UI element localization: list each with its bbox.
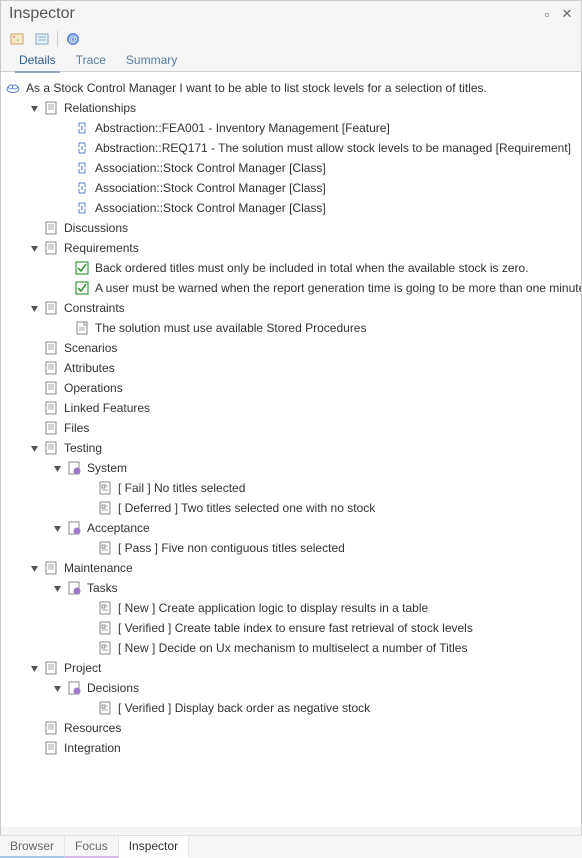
tree-node-maintenance[interactable]: Maintenance: [5, 558, 577, 578]
tree-node-attributes[interactable]: Attributes: [5, 358, 577, 378]
expand-toggle[interactable]: [28, 562, 40, 574]
root-item[interactable]: As a Stock Control Manager I want to be …: [5, 78, 577, 98]
link-icon: [74, 200, 90, 216]
doc-icon: [74, 320, 90, 336]
page-green-icon: [66, 680, 82, 696]
tree-node-linked-features[interactable]: Linked Features: [5, 398, 577, 418]
bottom-tab-inspector[interactable]: Inspector: [119, 836, 189, 858]
page-icon: [43, 440, 59, 456]
tree-node-constraints[interactable]: Constraints: [5, 298, 577, 318]
expand-toggle[interactable]: [51, 682, 63, 694]
expand-toggle[interactable]: [28, 302, 40, 314]
task-icon: [97, 600, 113, 616]
page-icon: [43, 400, 59, 416]
task-icon: [97, 700, 113, 716]
page-icon: [43, 720, 59, 736]
tree-item[interactable]: Back ordered titles must only be include…: [5, 258, 577, 278]
tree-node-acceptance[interactable]: Acceptance: [5, 518, 577, 538]
help-icon[interactable]: [63, 29, 83, 49]
tree-item[interactable]: [ Deferred ] Two titles selected one wit…: [5, 498, 577, 518]
bottom-tab-focus[interactable]: Focus: [65, 836, 119, 858]
expand-toggle[interactable]: [28, 242, 40, 254]
tree-node-requirements[interactable]: Requirements: [5, 238, 577, 258]
header-controls: ▫ ✕: [541, 8, 573, 20]
close-icon[interactable]: ✕: [561, 8, 573, 20]
window-title: Inspector: [9, 5, 75, 23]
bottom-tab-browser[interactable]: Browser: [0, 836, 65, 858]
tree-item[interactable]: Abstraction::FEA001 - Inventory Manageme…: [5, 118, 577, 138]
tree-node-discussions[interactable]: Discussions: [5, 218, 577, 238]
toolbar: [1, 25, 581, 51]
tree-item[interactable]: Association::Stock Control Manager [Clas…: [5, 178, 577, 198]
tree-node-relationships[interactable]: Relationships: [5, 98, 577, 118]
tree-node-system[interactable]: System: [5, 458, 577, 478]
tree-item[interactable]: [ New ] Create application logic to disp…: [5, 598, 577, 618]
link-icon: [74, 160, 90, 176]
expand-toggle[interactable]: [28, 662, 40, 674]
tab-trace[interactable]: Trace: [66, 51, 116, 71]
page-icon: [43, 100, 59, 116]
expand-toggle[interactable]: [51, 522, 63, 534]
link-icon: [74, 180, 90, 196]
tree-item[interactable]: [ Verified ] Create table index to ensur…: [5, 618, 577, 638]
page-green-icon: [66, 580, 82, 596]
page-icon: [43, 360, 59, 376]
expand-toggle[interactable]: [51, 462, 63, 474]
tree-item[interactable]: [ Pass ] Five non contiguous titles sele…: [5, 538, 577, 558]
task-icon: [97, 500, 113, 516]
tree-item[interactable]: The solution must use available Stored P…: [5, 318, 577, 338]
maximize-icon[interactable]: ▫: [541, 8, 553, 20]
page-green-icon: [66, 460, 82, 476]
page-icon: [43, 660, 59, 676]
tree-item[interactable]: [ Verified ] Display back order as negat…: [5, 698, 577, 718]
tree-node-project[interactable]: Project: [5, 658, 577, 678]
link-icon: [74, 120, 90, 136]
expand-toggle[interactable]: [28, 442, 40, 454]
tool-view2-icon[interactable]: [32, 29, 52, 49]
tree-node-scenarios[interactable]: Scenarios: [5, 338, 577, 358]
task-icon: [97, 540, 113, 556]
page-icon: [43, 380, 59, 396]
check-icon: [74, 280, 90, 296]
bottom-tabs: Browser Focus Inspector: [0, 835, 582, 858]
link-icon: [74, 140, 90, 156]
tree-item[interactable]: Association::Stock Control Manager [Clas…: [5, 198, 577, 218]
tree-node-operations[interactable]: Operations: [5, 378, 577, 398]
task-icon: [97, 620, 113, 636]
tree-item[interactable]: Association::Stock Control Manager [Clas…: [5, 158, 577, 178]
page-icon: [43, 560, 59, 576]
tool-view1-icon[interactable]: [7, 29, 27, 49]
task-icon: [97, 640, 113, 656]
tree-node-integration[interactable]: Integration: [5, 738, 577, 758]
page-icon: [43, 340, 59, 356]
tab-summary[interactable]: Summary: [116, 51, 187, 71]
tree-item[interactable]: [ New ] Decide on Ux mechanism to multis…: [5, 638, 577, 658]
tree-item[interactable]: Abstraction::REQ171 - The solution must …: [5, 138, 577, 158]
page-icon: [43, 300, 59, 316]
page-icon: [43, 420, 59, 436]
expand-toggle[interactable]: [28, 102, 40, 114]
tree-node-decisions[interactable]: Decisions: [5, 678, 577, 698]
expand-toggle[interactable]: [51, 582, 63, 594]
tree-view: As a Stock Control Manager I want to be …: [1, 71, 581, 827]
top-tabs: Details Trace Summary: [1, 51, 581, 71]
task-icon: [97, 480, 113, 496]
header: Inspector ▫ ✕: [1, 1, 581, 25]
tab-details[interactable]: Details: [9, 51, 66, 71]
page-icon: [43, 240, 59, 256]
tree-node-resources[interactable]: Resources: [5, 718, 577, 738]
tree-node-testing[interactable]: Testing: [5, 438, 577, 458]
page-icon: [43, 220, 59, 236]
tree-item[interactable]: [ Fail ] No titles selected: [5, 478, 577, 498]
tree-node-tasks[interactable]: Tasks: [5, 578, 577, 598]
tree-node-files[interactable]: Files: [5, 418, 577, 438]
tree-item[interactable]: A user must be warned when the report ge…: [5, 278, 577, 298]
page-green-icon: [66, 520, 82, 536]
check-icon: [74, 260, 90, 276]
cloud-icon: [5, 80, 21, 96]
page-icon: [43, 740, 59, 756]
